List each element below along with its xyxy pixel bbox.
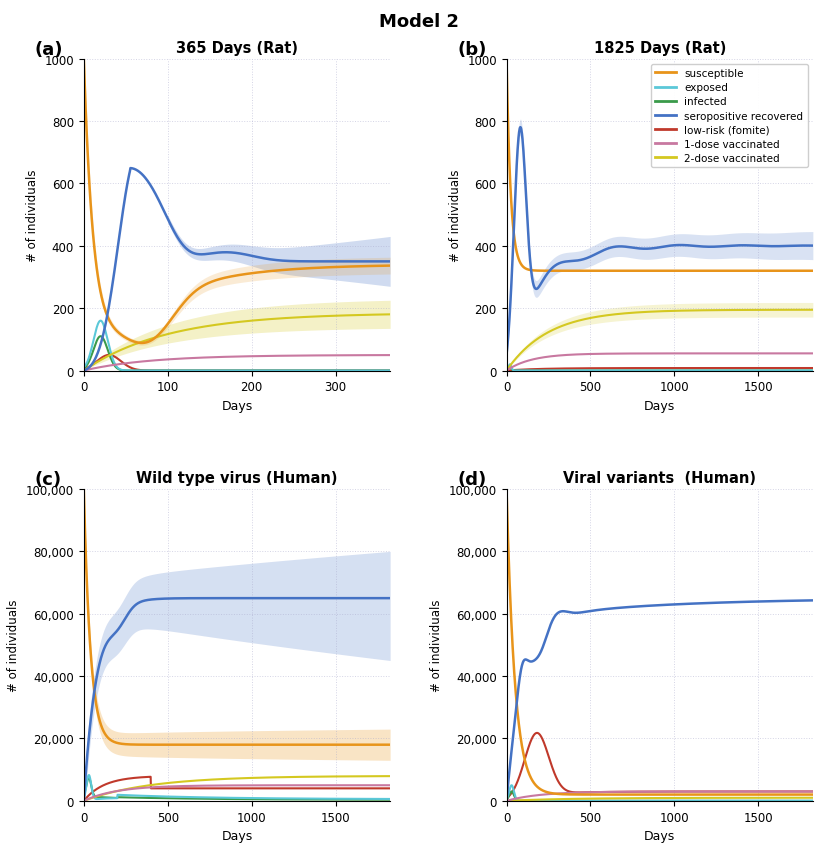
Title: 1825 Days (Rat): 1825 Days (Rat) xyxy=(593,41,726,55)
Text: Model 2: Model 2 xyxy=(379,13,459,31)
Text: (b): (b) xyxy=(458,41,487,59)
Text: (c): (c) xyxy=(35,471,62,489)
Y-axis label: # of individuals: # of individuals xyxy=(26,170,39,262)
X-axis label: Days: Days xyxy=(221,400,252,412)
Legend: susceptible, exposed, infected, seropositive recovered, low-risk (fomite), 1-dos: susceptible, exposed, infected, seroposi… xyxy=(651,65,808,168)
X-axis label: Days: Days xyxy=(644,829,675,842)
Text: (d): (d) xyxy=(458,471,487,489)
Title: Viral variants  (Human): Viral variants (Human) xyxy=(563,470,756,486)
Text: (a): (a) xyxy=(35,41,64,59)
X-axis label: Days: Days xyxy=(221,829,252,842)
Y-axis label: # of individuals: # of individuals xyxy=(8,599,20,691)
Y-axis label: # of individuals: # of individuals xyxy=(448,170,462,262)
Title: Wild type virus (Human): Wild type virus (Human) xyxy=(137,470,338,486)
Title: 365 Days (Rat): 365 Days (Rat) xyxy=(176,41,298,55)
Y-axis label: # of individuals: # of individuals xyxy=(430,599,443,691)
X-axis label: Days: Days xyxy=(644,400,675,412)
